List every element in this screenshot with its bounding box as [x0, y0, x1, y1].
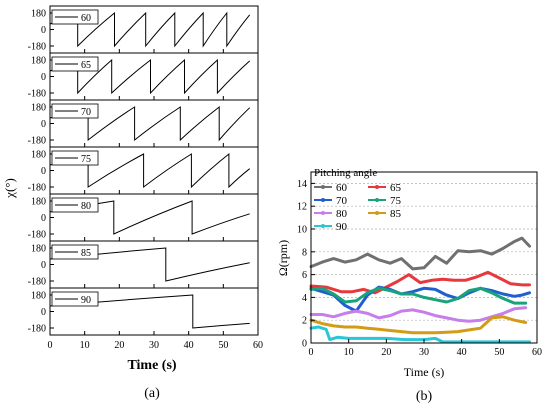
legend-title: Pitching angle — [314, 167, 377, 179]
y-tick-label: 4 — [302, 293, 307, 304]
legend-marker-85 — [375, 211, 379, 215]
y-tick-label: 0 — [41, 260, 46, 271]
y-tick-label: -180 — [28, 136, 46, 147]
y-tick-label: 6 — [302, 270, 307, 281]
legend-label-75: 75 — [390, 195, 402, 207]
y-tick-label: -180 — [28, 230, 46, 241]
y-tick-label: 0 — [302, 339, 307, 350]
x-tick-label: 0 — [309, 347, 314, 358]
panel-b-label: (b) — [416, 389, 433, 404]
x-tick-label: 50 — [494, 347, 504, 358]
series-line-60 — [49, 11, 251, 48]
y-tick-label: -180 — [28, 89, 46, 100]
legend-marker-65 — [375, 185, 379, 189]
x-tick-label: 40 — [184, 340, 194, 351]
legend-label: 85 — [81, 248, 91, 259]
legend-label-90: 90 — [336, 221, 348, 233]
series-line-70 — [309, 285, 531, 313]
x-tick-label: 10 — [344, 347, 354, 358]
y-tick-label: 0 — [41, 25, 46, 36]
legend-label: 75 — [81, 154, 91, 165]
y-tick-label: -180 — [28, 183, 46, 194]
y-tick-label: 8 — [302, 247, 307, 258]
series-line-65 — [309, 270, 531, 295]
y-tick-label: 180 — [31, 56, 46, 67]
x-tick-label: 0 — [48, 340, 53, 351]
legend-marker-90 — [321, 224, 325, 228]
y-tick-label: 0 — [41, 119, 46, 130]
series-line-85 — [309, 315, 528, 335]
series-line-65 — [49, 58, 251, 95]
y-tick-label: 14 — [297, 179, 307, 190]
x-tick-label: 20 — [114, 340, 124, 351]
legend-label: 60 — [81, 13, 91, 24]
x-tick-label: 30 — [149, 340, 159, 351]
legend-marker-80 — [321, 211, 325, 215]
y-tick-label: 180 — [31, 197, 46, 208]
y-tick-label: -180 — [28, 277, 46, 288]
panel-b-xlabel: Time (s) — [404, 365, 445, 379]
legend-label-85: 85 — [390, 208, 402, 220]
series-line-90 — [309, 325, 531, 344]
x-tick-label: 50 — [218, 340, 228, 351]
x-tick-label: 40 — [457, 347, 467, 358]
panel-b-ylabel: Ω(rpm) — [276, 240, 290, 276]
panel-a-xlabel: Time (s) — [127, 358, 176, 373]
y-tick-label: 0 — [41, 307, 46, 318]
y-tick-label: 180 — [31, 103, 46, 114]
series-line-75 — [309, 286, 528, 305]
y-tick-label: 2 — [302, 316, 307, 327]
y-tick-label: 0 — [41, 213, 46, 224]
legend-label: 80 — [81, 201, 91, 212]
legend-label: 65 — [81, 60, 91, 71]
y-tick-label: -180 — [28, 42, 46, 53]
y-tick-label: 12 — [297, 202, 307, 213]
panel-b: 0 2 4 6 8 10 12 14 0 10 20 30 40 50 60 Pitching angle 60… — [297, 167, 542, 358]
legend-marker-60 — [321, 185, 325, 189]
x-tick-label: 30 — [419, 347, 429, 358]
legend-marker-75 — [375, 198, 379, 202]
panel-a: 1800-180601800-180651800-180701800-18075… — [28, 5, 263, 351]
legend-marker-70 — [321, 198, 325, 202]
y-tick-label: 180 — [31, 244, 46, 255]
legend-label: 70 — [81, 107, 91, 118]
x-tick-label: 20 — [381, 347, 391, 358]
x-tick-label: 60 — [253, 340, 263, 351]
legend-label-65: 65 — [390, 182, 402, 194]
y-tick-label: 180 — [31, 150, 46, 161]
x-tick-label: 60 — [532, 347, 542, 358]
y-tick-label: -180 — [28, 324, 46, 335]
legend-label-60: 60 — [336, 182, 348, 194]
y-tick-label: 180 — [31, 9, 46, 20]
legend-label: 90 — [81, 295, 91, 306]
series-line-80 — [309, 306, 528, 323]
x-tick-label: 10 — [80, 340, 90, 351]
legend-label-80: 80 — [336, 208, 348, 220]
y-tick-label: 0 — [41, 166, 46, 177]
y-tick-label: 0 — [41, 72, 46, 83]
y-tick-label: 180 — [31, 291, 46, 302]
legend-label-70: 70 — [336, 195, 348, 207]
panel-a-label: (a) — [144, 386, 160, 401]
panel-a-ylabel: χ(°) — [2, 178, 17, 199]
y-tick-label: 10 — [297, 225, 307, 236]
series-line-60 — [309, 236, 531, 271]
